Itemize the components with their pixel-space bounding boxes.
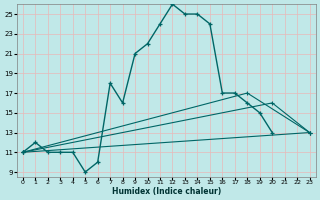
X-axis label: Humidex (Indice chaleur): Humidex (Indice chaleur) (112, 187, 221, 196)
